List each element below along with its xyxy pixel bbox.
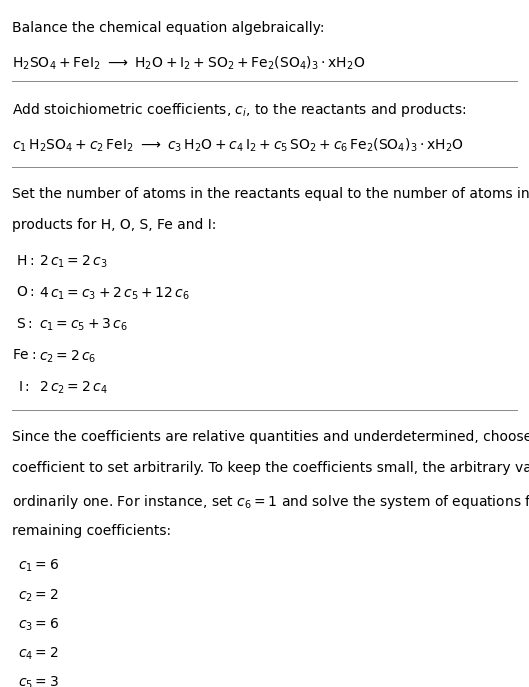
Text: $c_1 = 6$: $c_1 = 6$ bbox=[18, 558, 59, 574]
Text: Add stoichiometric coefficients, $c_i$, to the reactants and products:: Add stoichiometric coefficients, $c_i$, … bbox=[12, 101, 466, 119]
Text: remaining coefficients:: remaining coefficients: bbox=[12, 524, 171, 538]
Text: Since the coefficients are relative quantities and underdetermined, choose a: Since the coefficients are relative quan… bbox=[12, 429, 529, 444]
Text: $\mathregular{Fe:}$: $\mathregular{Fe:}$ bbox=[12, 348, 36, 362]
Text: $c_2 = 2$: $c_2 = 2$ bbox=[18, 587, 59, 604]
Text: $\mathregular{O:}$: $\mathregular{O:}$ bbox=[16, 285, 34, 300]
Text: $4\,c_1 = c_3 + 2\,c_5 + 12\,c_6$: $4\,c_1 = c_3 + 2\,c_5 + 12\,c_6$ bbox=[39, 285, 190, 302]
Text: $\mathregular{H:}$: $\mathregular{H:}$ bbox=[16, 254, 34, 268]
Text: Balance the chemical equation algebraically:: Balance the chemical equation algebraica… bbox=[12, 21, 324, 34]
Text: $\mathregular{I:}$: $\mathregular{I:}$ bbox=[18, 380, 30, 394]
Text: ordinarily one. For instance, set $c_6 = 1$ and solve the system of equations fo: ordinarily one. For instance, set $c_6 =… bbox=[12, 493, 529, 510]
Text: $c_5 = 3$: $c_5 = 3$ bbox=[18, 675, 59, 687]
Text: products for H, O, S, Fe and I:: products for H, O, S, Fe and I: bbox=[12, 218, 216, 232]
Text: Set the number of atoms in the reactants equal to the number of atoms in the: Set the number of atoms in the reactants… bbox=[12, 187, 529, 201]
Text: $\mathregular{H_2SO_4 + FeI_2}$$\mathregular{\ \longrightarrow \ }$$\mathregular: $\mathregular{H_2SO_4 + FeI_2}$$\mathreg… bbox=[12, 54, 365, 72]
Text: $\mathregular{S:}$: $\mathregular{S:}$ bbox=[16, 317, 32, 330]
Text: $c_4 = 2$: $c_4 = 2$ bbox=[18, 646, 59, 662]
Text: $c_1 = c_5 + 3\,c_6$: $c_1 = c_5 + 3\,c_6$ bbox=[39, 317, 128, 333]
Text: $2\,c_2 = 2\,c_4$: $2\,c_2 = 2\,c_4$ bbox=[39, 380, 108, 396]
Text: $2\,c_1 = 2\,c_3$: $2\,c_1 = 2\,c_3$ bbox=[39, 254, 107, 270]
Text: $c_3 = 6$: $c_3 = 6$ bbox=[18, 616, 59, 633]
Text: coefficient to set arbitrarily. To keep the coefficients small, the arbitrary va: coefficient to set arbitrarily. To keep … bbox=[12, 461, 529, 475]
Text: $c_1\,\mathregular{H_2SO_4} + c_2\,\mathregular{FeI_2}$$\ \longrightarrow \ $$c_: $c_1\,\mathregular{H_2SO_4} + c_2\,\math… bbox=[12, 137, 463, 154]
Text: $c_2 = 2\,c_6$: $c_2 = 2\,c_6$ bbox=[39, 348, 97, 365]
